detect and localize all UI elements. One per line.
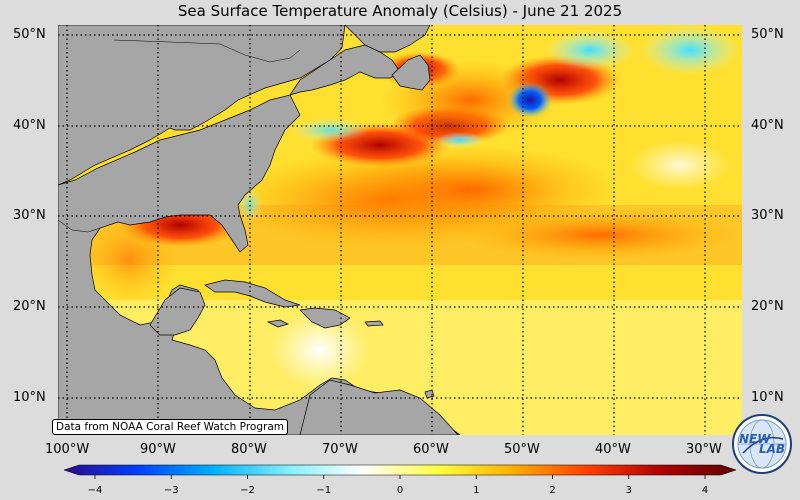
cuba-land bbox=[204, 279, 301, 308]
yucatan-land bbox=[149, 287, 206, 336]
lat-label-left-40n: 40°N bbox=[13, 118, 46, 133]
lon-label-100w: 100°W bbox=[45, 442, 90, 457]
lon-label-40w: 40°W bbox=[595, 442, 631, 457]
lon-label-70w: 70°W bbox=[322, 442, 358, 457]
labrador-land bbox=[344, 25, 431, 53]
us-mexico-border bbox=[58, 219, 101, 233]
newlab-logo: NEW LAB bbox=[731, 413, 793, 475]
lat-label-right-20n: 20°N bbox=[751, 299, 784, 314]
lon-label-50w: 50°W bbox=[504, 442, 540, 457]
logo-text-new: NEW bbox=[739, 432, 771, 446]
lat-label-left-10n: 10°N bbox=[13, 390, 46, 405]
lat-label-left-20n: 20°N bbox=[13, 299, 46, 314]
warm-anomaly-gulf bbox=[80, 215, 180, 305]
newfoundland-land bbox=[391, 54, 431, 91]
puerto-rico-land bbox=[364, 320, 384, 327]
logo-text-lab: LAB bbox=[759, 442, 786, 456]
lat-label-left-50n: 50°N bbox=[13, 27, 46, 42]
lon-label-90w: 90°W bbox=[140, 442, 176, 457]
south-america-land bbox=[299, 379, 459, 435]
cold-anomaly-core bbox=[508, 82, 552, 118]
lon-label-80w: 80°W bbox=[231, 442, 267, 457]
neutral-east bbox=[630, 140, 730, 190]
lon-label-60w: 60°W bbox=[413, 442, 449, 457]
jamaica-land bbox=[266, 319, 289, 328]
map-frame bbox=[58, 25, 742, 435]
borders bbox=[58, 39, 301, 233]
lon-label-30w: 30°W bbox=[686, 442, 722, 457]
lat-label-left-30n: 30°N bbox=[13, 208, 46, 223]
lat-label-right-50n: 50°N bbox=[751, 27, 784, 42]
data-credit-box: Data from NOAA Coral Reef Watch Program bbox=[52, 419, 288, 435]
map-title: Sea Surface Temperature Anomaly (Celsius… bbox=[177, 2, 623, 20]
lat-label-right-40n: 40°N bbox=[751, 118, 784, 133]
cool-anomaly-northeast bbox=[640, 25, 740, 75]
us-canada-border bbox=[113, 39, 301, 63]
cool-anomaly-north bbox=[545, 30, 635, 70]
lat-label-right-10n: 10°N bbox=[751, 390, 784, 405]
lat-label-right-30n: 30°N bbox=[751, 208, 784, 223]
globe-logo-icon bbox=[732, 414, 792, 474]
hispaniola-land bbox=[299, 307, 351, 329]
graticule bbox=[58, 25, 742, 435]
neutral-caribbean bbox=[270, 310, 370, 390]
warm-anomaly-east bbox=[460, 210, 740, 260]
trinidad-land bbox=[424, 389, 435, 399]
cool-anomaly-mid bbox=[435, 132, 485, 148]
cool-anomaly-shelf bbox=[290, 118, 370, 142]
